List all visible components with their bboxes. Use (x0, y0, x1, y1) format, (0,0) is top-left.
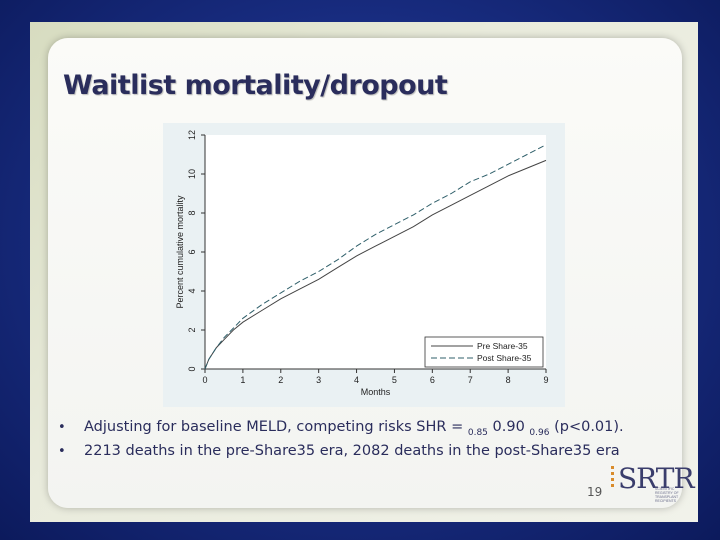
y-tick-label: 8 (187, 210, 197, 215)
x-tick-label: 9 (543, 375, 548, 385)
bullet-list: • Adjusting for baseline MELD, competing… (58, 419, 658, 467)
y-tick-label: 6 (187, 249, 197, 254)
plot-area (205, 135, 546, 369)
x-tick-label: 7 (468, 375, 473, 385)
x-tick-label: 6 (430, 375, 435, 385)
bullet-text: 2213 deaths in the pre-Share35 era, 2082… (84, 443, 620, 459)
bullet-item: • 2213 deaths in the pre-Share35 era, 20… (58, 443, 658, 467)
shr-value: 0.90 (487, 419, 530, 435)
srtr-logo: SRTR SCIENTIFIC REGISTRY OF TRANSPLANT R… (608, 462, 695, 503)
logo-text: SRTR (618, 462, 695, 495)
y-axis-title: Percent cumulative mortality (175, 195, 185, 309)
x-tick-label: 1 (240, 375, 245, 385)
bullet-marker: • (58, 420, 66, 435)
bullet-text: Adjusting for baseline MELD, competing r… (84, 419, 624, 438)
ci-upper: 0.96 (529, 428, 550, 438)
logo-subtext: SCIENTIFIC REGISTRY OF TRANSPLANT RECIPI… (655, 487, 679, 503)
bullet-item: • Adjusting for baseline MELD, competing… (58, 419, 658, 443)
y-tick-label: 4 (187, 288, 197, 293)
y-tick-label: 2 (187, 327, 197, 332)
y-tick-label: 12 (187, 130, 197, 140)
legend-box (424, 336, 544, 368)
legend-label: Post Share-35 (477, 353, 532, 363)
bullet-text-pre: Adjusting for baseline MELD, competing r… (84, 419, 468, 435)
bullet-marker: • (58, 444, 66, 459)
y-tick-label: 10 (187, 169, 197, 179)
legend-label: Pre Share-35 (477, 341, 528, 351)
x-axis-title: Months (361, 387, 391, 397)
x-tick-label: 8 (506, 375, 511, 385)
x-tick-label: 0 (202, 375, 207, 385)
x-tick-label: 3 (316, 375, 321, 385)
x-tick-label: 5 (392, 375, 397, 385)
x-tick-label: 4 (354, 375, 359, 385)
x-tick-label: 2 (278, 375, 283, 385)
y-tick-label: 0 (187, 366, 197, 371)
series-line (204, 159, 547, 370)
chart-container: 0 1 2 3 4 5 6 7 8 9 0 2 4 6 8 10 12 Months Percent cumulat… (163, 123, 565, 407)
p-value: (p<0.01). (549, 419, 624, 435)
ci-lower: 0.85 (467, 428, 488, 438)
page-number: 19 (587, 485, 603, 499)
slide-title: Waitlist mortality/dropout (63, 70, 448, 101)
logo-dots-icon (608, 466, 616, 490)
